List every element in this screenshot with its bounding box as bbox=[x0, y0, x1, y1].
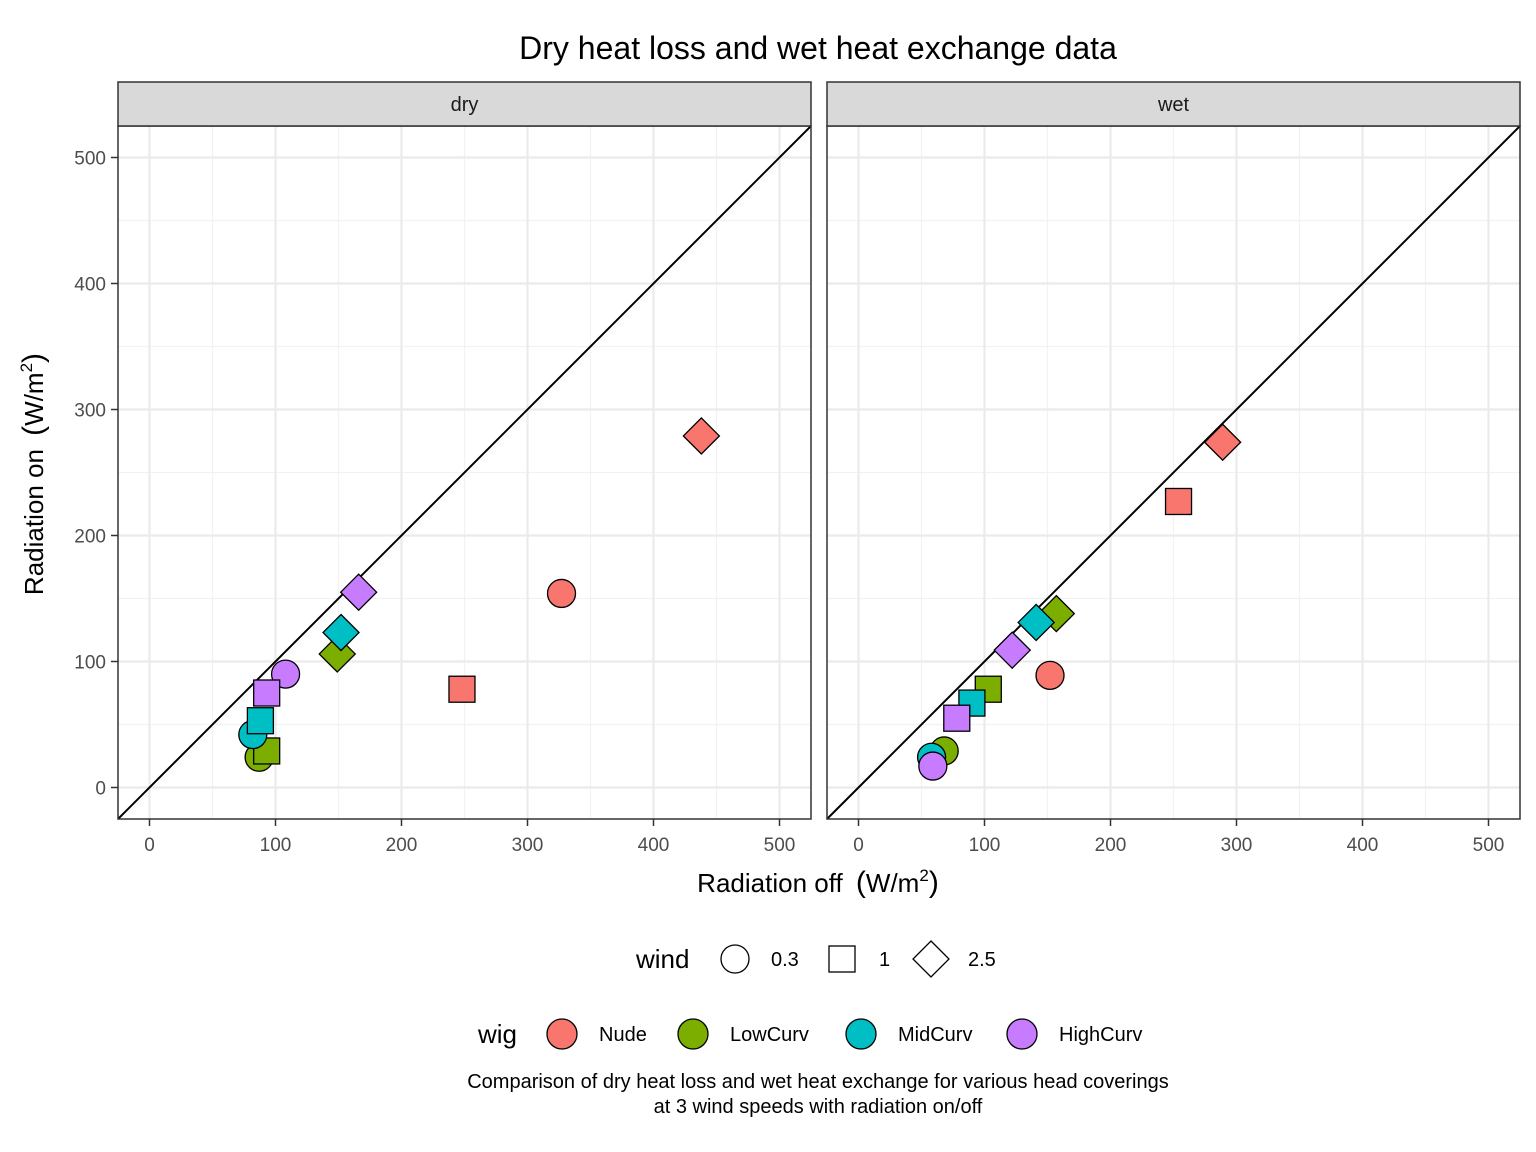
wig-key-lowcurv bbox=[677, 1018, 709, 1050]
x-tick-label: 100 bbox=[260, 835, 292, 856]
x-axis-unit-open: ( bbox=[856, 866, 866, 899]
chart-title: Dry heat loss and wet heat exchange data bbox=[519, 30, 1117, 66]
y-axis-title: Radiation on (W/m2) bbox=[17, 353, 50, 595]
facet-strip-label: wet bbox=[1157, 94, 1190, 116]
x-tick-label: 0 bbox=[144, 835, 155, 856]
point-highcurv bbox=[993, 631, 1032, 670]
point-highcurv bbox=[253, 679, 281, 707]
x-tick-label: 400 bbox=[1347, 835, 1379, 856]
point-nude bbox=[682, 417, 721, 455]
facet-strip-label: dry bbox=[451, 94, 479, 116]
x-axis-unit-sup: 2 bbox=[919, 866, 928, 885]
wind-key-square bbox=[828, 945, 856, 973]
x-tick-label: 500 bbox=[1473, 835, 1505, 856]
point-midcurv bbox=[1017, 603, 1056, 642]
wind-key-label: 2.5 bbox=[968, 949, 996, 971]
x-tick-label: 200 bbox=[1095, 835, 1127, 856]
y-tick-label: 500 bbox=[74, 149, 106, 170]
panel-wet: wet 0 100 200 300 400 500 bbox=[826, 81, 1521, 856]
y-axis-unit-close: ) bbox=[17, 353, 50, 363]
panel-dry: dry 0 100 200 300 400 500 0 100 200 300 400 500 bbox=[74, 81, 812, 856]
point-highcurv bbox=[918, 751, 948, 781]
x-tick-label: 500 bbox=[764, 835, 796, 856]
wig-key-label: HighCurv bbox=[1059, 1024, 1142, 1046]
wind-legend: wind 0.3 1 2.5 bbox=[635, 940, 996, 978]
point-nude bbox=[448, 675, 476, 703]
point-nude bbox=[1035, 660, 1065, 691]
wind-legend-title: wind bbox=[635, 944, 689, 974]
y-tick-label: 400 bbox=[74, 275, 106, 296]
y-axis-unit-open: ( bbox=[17, 426, 50, 436]
point-highcurv bbox=[943, 704, 971, 732]
y-axis-unit-sup: 2 bbox=[17, 363, 36, 372]
x-tick-label: 400 bbox=[638, 835, 670, 856]
wind-key-label: 1 bbox=[879, 949, 890, 971]
wig-key-highcurv bbox=[1006, 1018, 1038, 1050]
wind-key-circle bbox=[720, 944, 750, 974]
facet-strip bbox=[117, 81, 812, 127]
point-highcurv bbox=[339, 573, 378, 612]
x-tick-label: 300 bbox=[512, 835, 544, 856]
x-tick-label: 100 bbox=[969, 835, 1001, 856]
point-nude bbox=[1203, 423, 1242, 462]
facet-panels: dry 0 100 200 300 400 500 0 100 200 300 400 500 wet 0 1… bbox=[74, 81, 1521, 856]
y-axis-label: Radiation on bbox=[19, 449, 49, 595]
y-tick-label: 100 bbox=[74, 653, 106, 674]
caption-line-1: Comparison of dry heat loss and wet heat… bbox=[467, 1071, 1169, 1093]
x-axis-label: Radiation off bbox=[697, 868, 843, 898]
caption-line-2: at 3 wind speeds with radiation on/off bbox=[654, 1096, 983, 1118]
reference-line bbox=[117, 125, 812, 820]
facet-strip bbox=[826, 81, 1521, 127]
wig-key-midcurv bbox=[845, 1018, 877, 1050]
x-tick-label: 300 bbox=[1221, 835, 1253, 856]
x-axis-title: Radiation off (W/m2) bbox=[697, 866, 939, 899]
wig-legend-title: wig bbox=[477, 1019, 517, 1049]
wind-key-label: 0.3 bbox=[771, 949, 799, 971]
x-axis-unit: W/m bbox=[866, 868, 919, 898]
reference-line bbox=[826, 125, 1521, 820]
wind-key-diamond bbox=[912, 940, 950, 978]
y-tick-label: 200 bbox=[74, 527, 106, 548]
y-tick-label: 0 bbox=[95, 779, 106, 800]
wig-key-label: Nude bbox=[599, 1024, 647, 1046]
wig-legend: wig Nude LowCurv MidCurv HighCurv bbox=[477, 1018, 1142, 1050]
wig-key-label: LowCurv bbox=[730, 1024, 809, 1046]
y-tick-label: 300 bbox=[74, 401, 106, 422]
x-axis-unit-close: ) bbox=[929, 866, 939, 899]
y-axis-unit: W/m bbox=[19, 372, 49, 425]
wig-key-nude bbox=[546, 1018, 578, 1050]
point-nude bbox=[1164, 487, 1193, 516]
x-tick-label: 200 bbox=[386, 835, 418, 856]
x-tick-label: 0 bbox=[853, 835, 864, 856]
point-midcurv bbox=[322, 613, 360, 652]
wig-key-label: MidCurv bbox=[898, 1024, 972, 1046]
point-nude bbox=[546, 578, 577, 609]
point-midcurv bbox=[246, 707, 275, 735]
